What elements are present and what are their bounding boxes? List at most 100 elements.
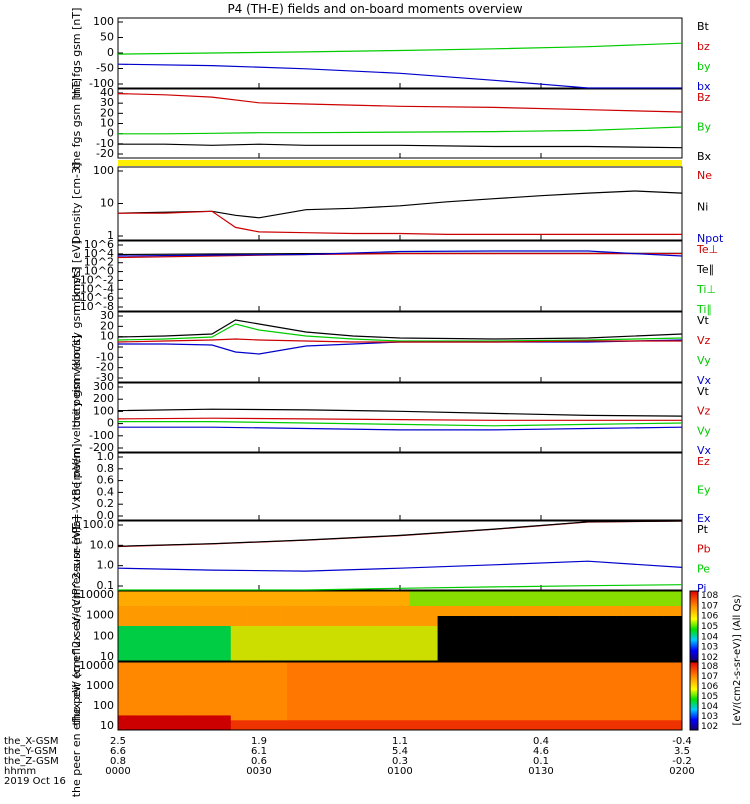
heatmap-cell — [503, 705, 514, 712]
heatmap-cell — [118, 606, 128, 612]
heatmap-cell — [625, 601, 636, 607]
heatmap-cell — [447, 671, 457, 678]
heatmap-cell — [400, 691, 410, 697]
heatmap-cell — [183, 616, 194, 622]
heatmap-cell — [625, 715, 636, 721]
heatmap-cell — [588, 626, 598, 632]
heatmap-cell — [616, 720, 627, 726]
heatmap-cell — [334, 715, 345, 721]
heatmap-cell — [212, 681, 222, 687]
heatmap-cell — [635, 725, 645, 731]
heatmap-cell — [146, 676, 157, 682]
heatmap-cell — [212, 691, 222, 697]
heatmap-cell — [428, 611, 439, 617]
heatmap-cell — [362, 636, 373, 642]
heatmap-cell — [541, 651, 551, 657]
heatmap-cell — [390, 705, 401, 712]
heatmap-cell — [531, 636, 542, 642]
heatmap-cell — [371, 671, 382, 678]
heatmap-cell — [296, 666, 307, 673]
heatmap-cell — [146, 616, 157, 622]
legend-item-by: by — [697, 60, 711, 73]
heatmap-cell — [165, 596, 175, 602]
heatmap-cell — [569, 662, 580, 668]
heatmap-cell — [324, 631, 335, 637]
heatmap-cell — [212, 646, 222, 652]
heatmap-cell — [371, 662, 382, 668]
heatmap-cell — [559, 705, 570, 712]
heatmap-cell — [437, 696, 448, 702]
heatmap-cell — [146, 631, 157, 637]
heatmap-cell — [625, 676, 636, 682]
heatmap-cell — [362, 671, 373, 678]
heatmap-cell — [343, 651, 354, 657]
y-tick-label: 10^-8 — [80, 300, 114, 313]
heatmap-cell — [277, 631, 288, 637]
heatmap-cell — [353, 676, 363, 682]
heatmap-cell — [588, 621, 598, 627]
heatmap-cell — [522, 686, 533, 692]
heatmap-cell — [127, 666, 138, 673]
heatmap-cell — [569, 700, 580, 707]
heatmap-cell — [494, 641, 504, 647]
heatmap-cell — [127, 606, 138, 612]
heatmap-cell — [268, 725, 279, 731]
heatmap-cell — [663, 720, 674, 726]
series-line-Pi — [117, 560, 683, 572]
heatmap-cell — [522, 611, 533, 617]
heatmap-cell — [606, 651, 617, 657]
heatmap-cell — [268, 686, 279, 692]
heatmap-cell — [165, 616, 175, 622]
heatmap-cell — [503, 710, 514, 716]
heatmap-cell — [569, 606, 580, 612]
heatmap-cell — [118, 616, 128, 622]
heatmap-cell — [277, 616, 288, 622]
heatmap-cell — [512, 710, 523, 716]
y-tick-label: 1000 — [86, 609, 114, 622]
heatmap-cell — [212, 671, 222, 678]
heatmap-cell — [400, 646, 410, 652]
heatmap-cell — [259, 710, 269, 716]
heatmap-cell — [155, 646, 166, 652]
heatmap-cell — [287, 671, 298, 678]
heatmap-cell — [315, 676, 326, 682]
heatmap-cell — [437, 616, 448, 622]
footer-value: 5.4 — [392, 746, 408, 757]
heatmap-cell — [447, 601, 457, 607]
heatmap-cell — [418, 725, 429, 731]
heatmap-cell — [127, 596, 138, 602]
heatmap-cell — [249, 591, 260, 597]
heatmap-cell — [315, 710, 326, 716]
heatmap-cell — [418, 616, 429, 622]
heatmap-cell — [635, 651, 645, 657]
heatmap-cell — [616, 651, 627, 657]
heatmap-cell — [381, 710, 392, 716]
heatmap-cell — [155, 641, 166, 647]
heatmap-cell — [259, 666, 269, 673]
heatmap-cell — [503, 621, 514, 627]
heatmap-cell — [578, 715, 589, 721]
heatmap-cell — [240, 646, 251, 652]
heatmap-cell — [559, 715, 570, 721]
heatmap-cell — [259, 691, 269, 697]
heatmap-cell — [343, 656, 354, 662]
heatmap-cell — [136, 631, 147, 637]
heatmap-cell — [240, 662, 251, 668]
heatmap-cell — [465, 691, 476, 697]
heatmap-cell — [381, 725, 392, 731]
heatmap-cell — [193, 616, 204, 622]
heatmap-cell — [118, 662, 128, 668]
heatmap-cell — [202, 671, 213, 678]
heatmap-cell — [456, 715, 467, 721]
heatmap-cell — [635, 606, 645, 612]
heatmap-cell — [127, 700, 138, 707]
heatmap-cell — [221, 651, 232, 657]
heatmap-cell — [644, 700, 655, 707]
colorbar-tick-label: 105 — [701, 622, 718, 632]
heatmap-cell — [353, 700, 363, 707]
heatmap-cell — [296, 681, 307, 687]
heatmap-cell — [569, 676, 580, 682]
y-axis-label: Pressure [nPa] — [70, 516, 83, 595]
heatmap-cell — [193, 705, 204, 712]
heatmap-cell — [230, 700, 241, 707]
